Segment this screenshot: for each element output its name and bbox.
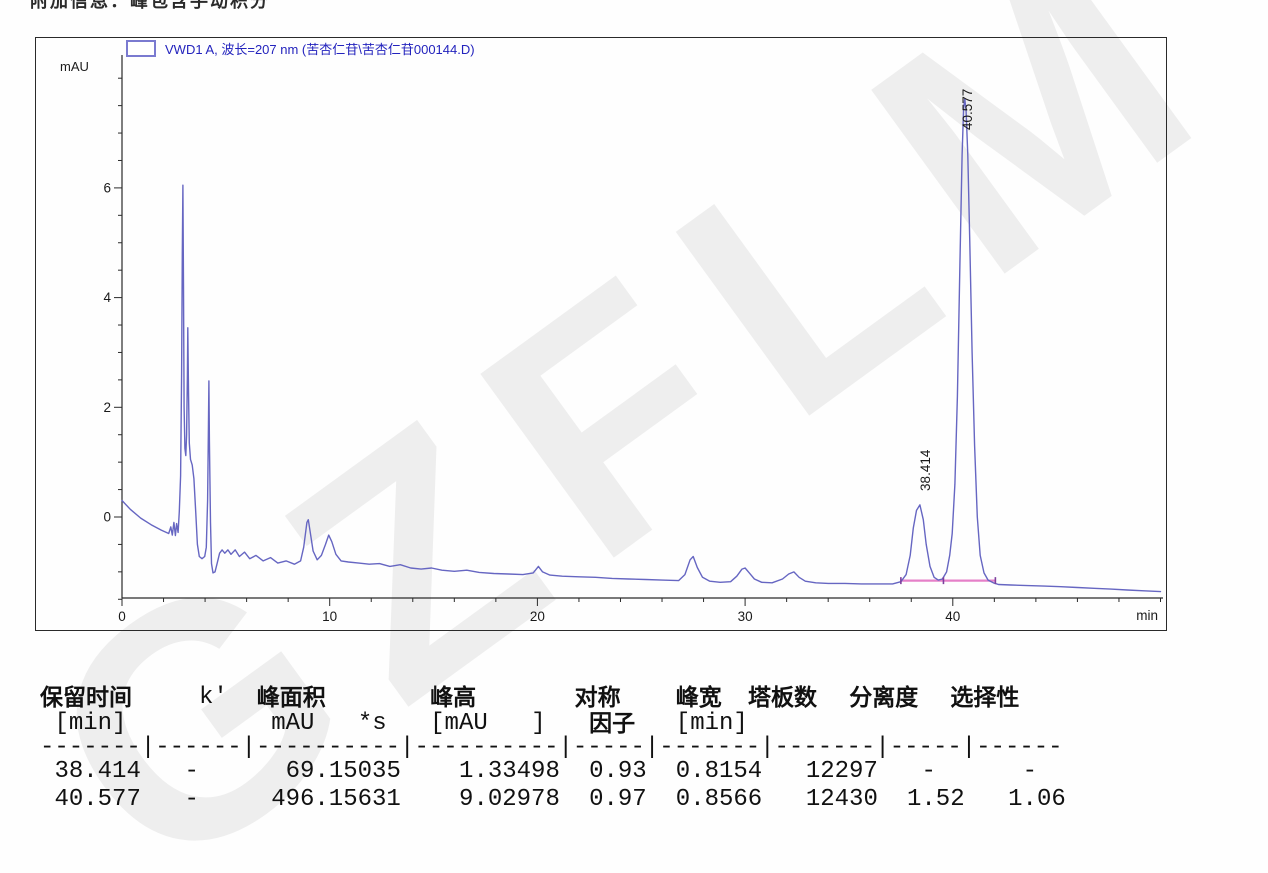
report-title-clipped: 附加信息：峰包含手动积分 <box>30 0 270 13</box>
table-row-cell: 0.97 <box>589 786 647 813</box>
table-row-cell: 1.33498 <box>459 758 560 785</box>
table-header: 保留时间 <box>40 685 132 710</box>
table-header: 峰宽 <box>675 685 722 710</box>
table-row-cell: 496.15631 <box>271 786 401 813</box>
table-header: k' <box>198 684 228 711</box>
table-subheader: *s <box>357 710 387 737</box>
chromatogram-panel: VWD1 A, 波长=207 nm (苦杏仁苷\苦杏仁苷000144.D) mA… <box>35 37 1167 631</box>
legend-label: VWD1 A, 波长=207 nm (苦杏仁苷\苦杏仁苷000144.D) <box>165 42 475 57</box>
table-row-cell: 12430 <box>805 786 878 813</box>
table-row-cell: 38.414 <box>54 758 141 785</box>
table-row-cell: 12297 <box>805 758 878 785</box>
legend-swatch <box>126 40 156 57</box>
table-subheader: [min] <box>54 710 127 737</box>
table-header: 对称 <box>574 685 621 710</box>
table-row-cell: - <box>184 786 199 813</box>
table-row-cell: 9.02978 <box>459 786 560 813</box>
y-axis-unit-label: mAU <box>60 59 89 74</box>
table-row-cell: 0.93 <box>589 758 647 785</box>
table-separator: -------|------|----------|----------|---… <box>40 734 1063 761</box>
table-header: 选择性 <box>950 685 1020 710</box>
table-row-cell: - <box>1022 758 1037 785</box>
chart-legend: VWD1 A, 波长=207 nm (苦杏仁苷\苦杏仁苷000144.D) <box>126 39 475 58</box>
report-title-text: 附加信息：峰包含手动积分 <box>30 0 270 11</box>
table-row-cell: 0.8154 <box>675 758 763 785</box>
table-row-cell: 0.8566 <box>675 786 763 813</box>
table-row-cell: 1.06 <box>1008 786 1066 813</box>
table-row-cell: 1.52 <box>907 786 965 813</box>
table-subheader: mAU <box>271 710 315 737</box>
table-header: 峰面积 <box>256 685 326 710</box>
table-row-cell: 40.577 <box>54 786 141 813</box>
table-subheader: [min] <box>675 710 748 737</box>
table-row-cell: 69.15035 <box>285 758 401 785</box>
table-header: 塔板数 <box>748 685 818 710</box>
table-subheader: [mAU <box>430 710 488 737</box>
table-header: 分离度 <box>849 685 919 710</box>
table-row-cell: - <box>184 758 199 785</box>
table-row-cell: - <box>921 758 936 785</box>
table-header: 峰高 <box>430 685 477 710</box>
table-subheader: ] <box>531 710 546 737</box>
table-subheader: 因子 <box>589 711 636 736</box>
